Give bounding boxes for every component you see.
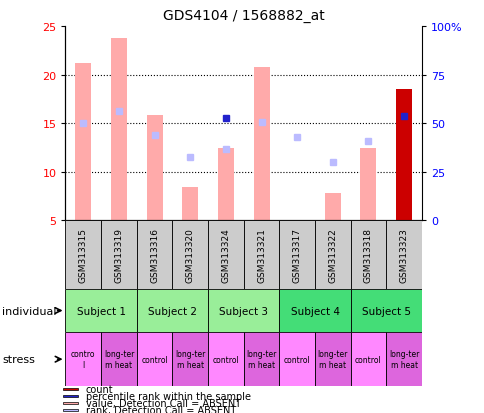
Bar — [314, 332, 350, 386]
Bar — [243, 221, 279, 289]
Text: Subject 5: Subject 5 — [361, 306, 410, 316]
Bar — [63, 395, 78, 397]
Text: GSM313319: GSM313319 — [114, 228, 123, 282]
Text: long-ter
m heat: long-ter m heat — [317, 350, 348, 369]
Text: GSM313324: GSM313324 — [221, 228, 230, 282]
Bar — [360, 148, 376, 221]
Text: rank, Detection Call = ABSENT: rank, Detection Call = ABSENT — [86, 405, 236, 413]
Text: long-ter
m heat: long-ter m heat — [104, 350, 134, 369]
Text: long-ter
m heat: long-ter m heat — [388, 350, 419, 369]
Bar — [314, 221, 350, 289]
Bar — [395, 90, 411, 221]
Bar — [136, 221, 172, 289]
Bar — [253, 68, 269, 221]
Bar — [182, 188, 198, 221]
Bar — [350, 289, 421, 332]
Bar — [385, 332, 421, 386]
Bar — [385, 221, 421, 289]
Text: GSM313320: GSM313320 — [185, 228, 195, 282]
Text: GSM313315: GSM313315 — [78, 228, 88, 282]
Text: GSM313322: GSM313322 — [328, 228, 337, 282]
Bar — [65, 289, 136, 332]
Text: long-ter
m heat: long-ter m heat — [246, 350, 276, 369]
Text: GSM313321: GSM313321 — [257, 228, 266, 282]
Text: Subject 4: Subject 4 — [290, 306, 339, 316]
Bar — [75, 64, 91, 221]
Bar — [63, 402, 78, 404]
Text: Subject 1: Subject 1 — [76, 306, 125, 316]
Bar — [324, 194, 340, 221]
Bar — [136, 289, 208, 332]
Bar — [208, 289, 279, 332]
Bar — [146, 116, 162, 221]
Bar — [101, 332, 136, 386]
Text: GSM313316: GSM313316 — [150, 228, 159, 282]
Text: count: count — [86, 385, 113, 394]
Bar — [172, 221, 208, 289]
Bar — [279, 332, 314, 386]
Text: GSM313323: GSM313323 — [399, 228, 408, 282]
Bar — [63, 409, 78, 411]
Bar — [279, 289, 350, 332]
Bar — [111, 38, 127, 221]
Bar — [279, 221, 314, 289]
Bar — [217, 149, 233, 221]
Text: control: control — [283, 355, 310, 364]
Bar — [208, 332, 243, 386]
Text: control: control — [141, 355, 167, 364]
Bar — [63, 388, 78, 390]
Text: Subject 3: Subject 3 — [219, 306, 268, 316]
Bar — [243, 332, 279, 386]
Bar — [65, 221, 101, 289]
Bar — [208, 221, 243, 289]
Text: GSM313317: GSM313317 — [292, 228, 301, 282]
Text: individual: individual — [2, 306, 57, 316]
Text: value, Detection Call = ABSENT: value, Detection Call = ABSENT — [86, 399, 241, 408]
Bar — [65, 332, 101, 386]
Text: long-ter
m heat: long-ter m heat — [175, 350, 205, 369]
Text: GSM313318: GSM313318 — [363, 228, 372, 282]
Text: control: control — [354, 355, 381, 364]
Text: Subject 2: Subject 2 — [148, 306, 197, 316]
Text: control: control — [212, 355, 239, 364]
Bar — [350, 332, 385, 386]
Text: percentile rank within the sample: percentile rank within the sample — [86, 392, 250, 401]
Bar — [350, 221, 385, 289]
Text: stress: stress — [2, 354, 35, 364]
Title: GDS4104 / 1568882_at: GDS4104 / 1568882_at — [163, 9, 324, 23]
Bar — [101, 221, 136, 289]
Bar — [136, 332, 172, 386]
Bar — [172, 332, 208, 386]
Text: contro
l: contro l — [71, 350, 95, 369]
